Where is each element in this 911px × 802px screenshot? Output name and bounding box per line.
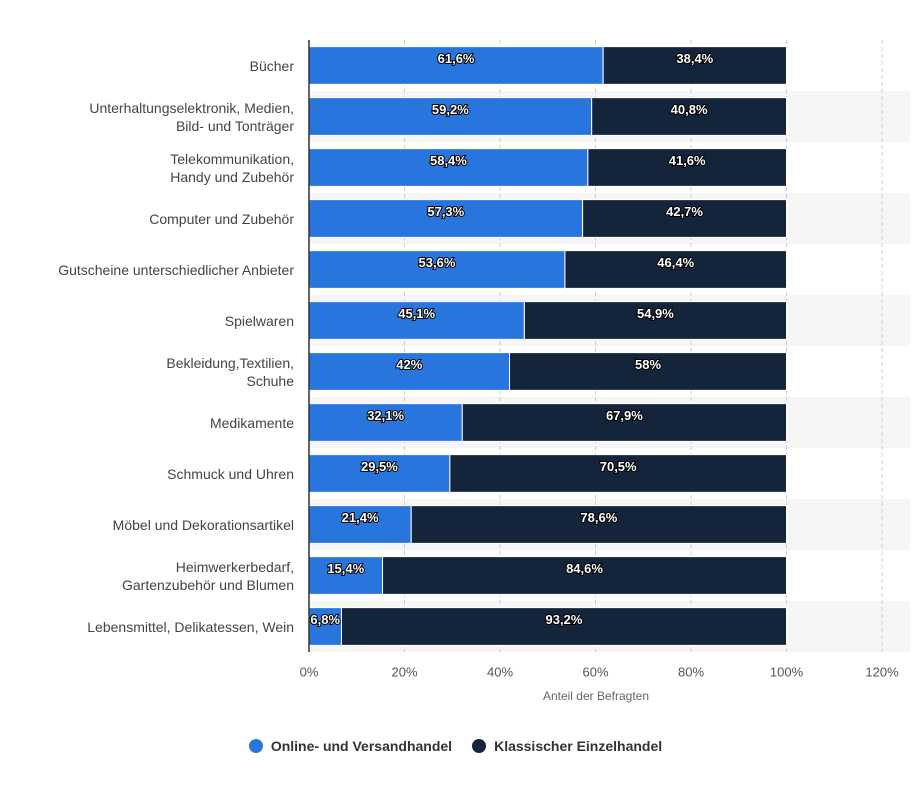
data-label: 42,7% [666,204,703,219]
bar-segment [523,301,787,340]
y-tick-label: Medikamente [209,414,294,431]
data-label: 46,4% [657,255,694,270]
bar-segment [308,199,584,238]
data-label: 58% [635,357,661,372]
data-label: 40,8% [671,102,708,117]
legend-label: Klassischer Einzelhandel [494,738,663,754]
bar-segment [461,403,787,442]
x-tick-label: 60% [582,664,608,679]
data-label: 61,6% [438,51,475,66]
x-tick-label: 120% [865,664,899,679]
data-label: 93,2% [546,612,583,627]
y-tick-label: Unterhaltungselektronik, Medien, Bild- u… [89,99,294,134]
data-label: 57,3% [427,204,464,219]
data-label: 70,5% [600,459,637,474]
y-tick-label: Bücher [249,57,294,74]
data-label: 41,6% [669,153,706,168]
x-tick-label: 40% [487,664,513,679]
legend-item: Klassischer Einzelhandel [472,738,662,754]
y-tick-label: Spielwaren [224,312,294,329]
y-tick-label: Schmuck und Uhren [167,465,294,482]
data-label: 58,4% [430,153,467,168]
bar-segment [308,403,463,442]
data-label: 67,9% [606,408,643,423]
bar-segment [602,46,788,85]
bar-segment [587,148,787,187]
y-tick-label: Telekommunikation, Handy und Zubehör [170,150,294,185]
bar-segment [509,352,787,391]
legend-item: Online- und Versandhandel [248,738,453,754]
bar-segment [308,250,566,289]
bar-segment [340,607,787,646]
y-tick-label: Gutscheine unterschiedlicher Anbieter [58,261,294,278]
data-label: 6,8% [310,612,340,627]
bar-segment [308,97,593,136]
y-tick-label: Heimwerkerbedarf, Gartenzubehör und Blum… [122,558,294,593]
data-label: 29,5% [361,459,398,474]
bar-segment [410,505,787,544]
data-label: 59,2% [432,102,469,117]
y-tick-label: Bekleidung,Textilien, Schuhe [166,354,294,389]
x-tick-label: 80% [678,664,704,679]
data-label: 32,1% [367,408,404,423]
bar-segment [582,199,787,238]
legend-label: Online- und Versandhandel [270,738,453,754]
bar-segment [564,250,787,289]
legend-marker [248,739,263,753]
bar-segment [308,454,451,493]
bar-segment [449,454,787,493]
data-label: 15,4% [327,561,364,576]
bar-segment [382,556,787,595]
data-label: 84,6% [566,561,603,576]
data-label: 21,4% [342,510,379,525]
data-label: 45,1% [398,306,435,321]
x-tick-label: 20% [391,664,417,679]
bar-segment [308,352,511,391]
y-tick-label: Computer und Zubehör [149,210,294,227]
x-tick-label: 100% [770,664,804,679]
data-label: 54,9% [637,306,674,321]
legend-marker [472,739,487,753]
legend: Online- und Versandhandel Klassischer Ein… [0,738,911,754]
bar-segment [308,505,412,544]
data-label: 42% [396,357,422,372]
data-label: 38,4% [676,51,713,66]
y-tick-label: Lebensmittel, Delikatessen, Wein [87,618,294,635]
bar-segment [308,148,589,187]
data-label: 78,6% [580,510,617,525]
y-tick-label: Möbel und Dekorationsartikel [112,516,294,533]
data-label: 53,6% [419,255,456,270]
x-tick-label: 0% [300,664,319,679]
bar-segment [591,97,787,136]
x-axis-title: Anteil der Befragten [543,689,649,703]
